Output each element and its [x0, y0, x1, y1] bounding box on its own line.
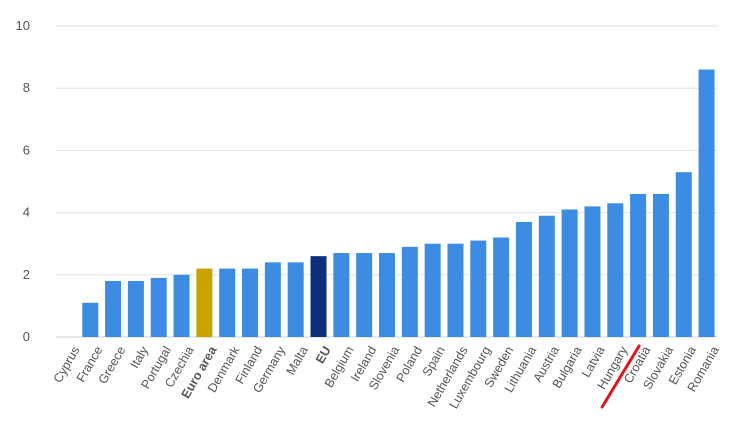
bars — [82, 69, 715, 337]
highlight-underline-stroke — [600, 344, 641, 409]
annotation-layer — [600, 344, 641, 409]
bar-poland — [401, 246, 418, 337]
y-tick-label-0: 0 — [23, 329, 30, 344]
x-tick-label-malta: Malta — [283, 344, 310, 378]
bar-malta — [287, 262, 304, 337]
bar-luxembourg — [470, 240, 487, 337]
bar-czechia — [173, 274, 190, 337]
bar-france — [82, 302, 99, 337]
bar-denmark — [219, 268, 236, 337]
bar-netherlands — [447, 243, 464, 337]
bar-latvia — [584, 206, 601, 337]
bar-germany — [264, 262, 281, 337]
y-axis: 0 2 4 6 8 10 — [16, 18, 30, 344]
bar-hungary — [607, 203, 624, 337]
x-tick-label-eu: EU — [313, 344, 334, 366]
bar-romania — [698, 69, 715, 337]
y-tick-label-4: 4 — [23, 205, 30, 220]
bar-lithuania — [515, 221, 532, 337]
bar-ireland — [356, 253, 373, 337]
y-tick-label-10: 10 — [16, 18, 30, 33]
bar-estonia — [675, 172, 692, 337]
y-tick-label-6: 6 — [23, 142, 30, 157]
y-tick-label-8: 8 — [23, 80, 30, 95]
bar-slovakia — [652, 193, 669, 337]
bar-sweden — [493, 237, 510, 337]
bar-italy — [127, 281, 144, 337]
bar-croatia — [630, 193, 647, 337]
bar-greece — [105, 281, 122, 337]
bar-portugal — [150, 277, 167, 337]
bar-slovenia — [379, 253, 395, 337]
bar-belgium — [333, 253, 350, 337]
bar-eu — [310, 256, 327, 337]
bar-euro-area — [196, 268, 213, 337]
bar-austria — [538, 215, 555, 337]
bar-finland — [242, 268, 259, 337]
y-tick-label-2: 2 — [23, 267, 30, 282]
bar-spain — [424, 243, 441, 337]
bar-bulgaria — [561, 209, 578, 337]
